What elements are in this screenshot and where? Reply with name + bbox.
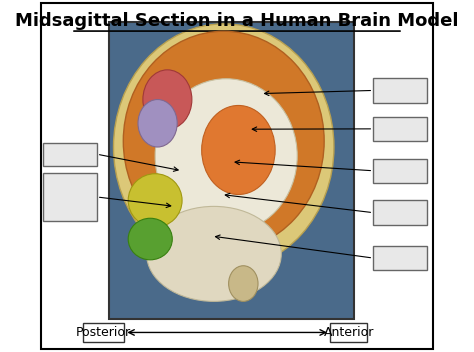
Bar [374, 200, 427, 225]
Ellipse shape [146, 206, 281, 301]
Ellipse shape [228, 266, 258, 301]
Text: Midsagittal Section in a Human Brain Model: Midsagittal Section in a Human Brain Mod… [15, 12, 459, 30]
Ellipse shape [128, 218, 172, 260]
Bar [330, 323, 367, 342]
Bar [374, 117, 427, 141]
Text: Anterior: Anterior [323, 326, 374, 339]
Bar [374, 246, 427, 270]
Ellipse shape [123, 31, 324, 251]
Bar [83, 323, 124, 342]
Ellipse shape [143, 70, 192, 129]
Ellipse shape [128, 174, 182, 227]
Bar [374, 158, 427, 183]
Bar [44, 143, 97, 165]
Ellipse shape [138, 100, 177, 147]
Bar [109, 22, 354, 319]
Ellipse shape [201, 106, 275, 195]
Text: Posterior: Posterior [76, 326, 131, 339]
Ellipse shape [113, 24, 334, 270]
Bar [374, 78, 427, 103]
Ellipse shape [155, 79, 297, 233]
Bar [44, 172, 97, 221]
